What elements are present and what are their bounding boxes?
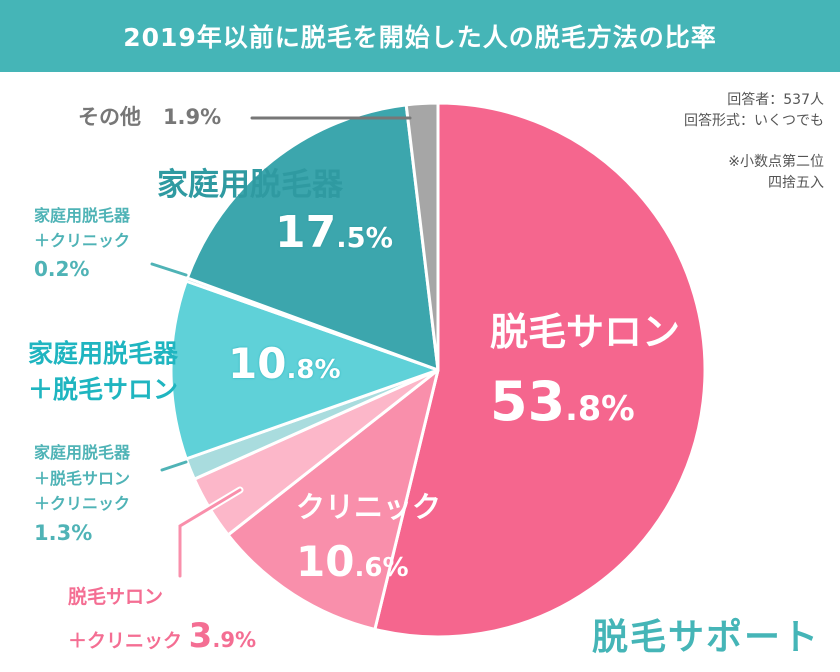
leader-line-home-clinic [150,262,188,277]
label-home-name: 家庭用脱毛器 [157,167,343,203]
pct-decimal: .8% [286,355,341,385]
label-salon: 脱毛サロン 53.8% [490,304,680,442]
pct-decimal: .5% [336,222,393,254]
label-home-salon-line2: ＋脱毛サロン [28,375,179,405]
label-home-salon-pct: 10.8% [228,339,341,388]
label-clinic-name: クリニック [296,490,442,524]
label-salon-clinic-line2: ＋クリニック [68,629,183,652]
pct-decimal: .9% [212,626,257,652]
label-home-salon-line1: 家庭用脱毛器 [28,339,179,368]
pct-decimal: .8% [565,389,635,428]
label-triple-line2: ＋脱毛サロン [34,468,131,488]
label-other: その他 1.9% [78,104,221,130]
respondents-text: 回答者：537人 [727,92,824,108]
label-home-clinic: 家庭用脱毛器 ＋クリニック 0.2% [34,204,130,285]
leader-line-salon-clinic [178,488,242,578]
label-triple-line3: ＋クリニック [34,494,131,514]
label-home-salon-clinic: 家庭用脱毛器 ＋脱毛サロン ＋クリニック 1.3% [34,440,130,550]
label-clinic-pct: 10.6% [296,536,409,586]
pie-slice-0 [373,101,707,639]
leader-line-home-salon-clinic [160,460,188,472]
label-home-clinic-line1: 家庭用脱毛器 [34,206,131,225]
label-home-salon: 家庭用脱毛器 ＋脱毛サロン [28,336,178,409]
label-other-name: その他 [78,105,141,129]
note-respondents: 回答者：537人回答形式：いくつでも [684,90,824,132]
rounding-text-2: 四捨五入 [768,175,824,191]
label-home-clinic-line2: ＋クリニック [34,230,131,250]
pie-slice-1 [226,368,440,631]
format-text: 回答形式：いくつでも [684,113,824,129]
label-home: 家庭用脱毛器 17.5% [157,166,393,260]
label-home-clinic-pct: 0.2% [34,256,90,281]
pie-slice-4 [169,279,440,461]
note-rounding: ※小数点第二位四捨五入 [728,152,824,194]
label-salon-clinic-line1: 脱毛サロン [68,586,164,608]
label-salon-clinic-pct: 3.9% [188,615,257,656]
pct-decimal: .6% [354,552,409,583]
label-triple-line1: 家庭用脱毛器 [34,443,131,462]
pie-slice-6 [185,103,440,372]
label-triple-pct: 1.3% [34,520,93,545]
label-salon-clinic: 脱毛サロン ＋クリニック 3.9% [68,584,256,661]
chart-title: 2019年以前に脱毛を開始した人の脱毛方法の比率 [0,0,840,72]
pie-slice-7 [404,101,440,372]
label-salon-name: 脱毛サロン [490,310,681,354]
label-salon-pct: 53.8% [490,370,635,433]
label-home-pct: 17.5% [275,206,393,258]
label-clinic: クリニック 10.6% [296,486,441,593]
rounding-text-1: ※小数点第二位 [728,154,824,170]
brand-logo: 脱毛サポート [591,617,820,658]
label-other-pct: 1.9% [162,105,222,129]
